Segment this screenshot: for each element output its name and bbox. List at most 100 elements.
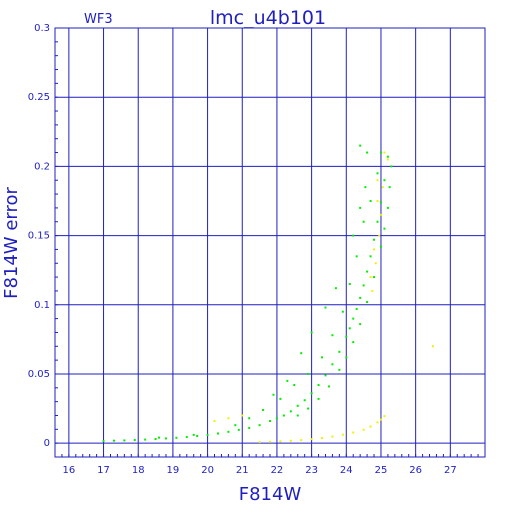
data-point <box>154 438 157 441</box>
data-point <box>331 334 334 337</box>
x-tick-label: 16 <box>63 465 76 476</box>
y-tick-label: 0.05 <box>28 369 50 380</box>
chart-title: lmc_u4b101 <box>210 7 326 29</box>
data-point <box>345 356 348 359</box>
data-point <box>234 424 237 427</box>
data-point <box>248 417 251 420</box>
data-point <box>362 428 365 431</box>
y-axis-label: F814W error <box>1 187 22 299</box>
data-point <box>272 393 275 396</box>
y-tick-label: 0 <box>44 438 50 449</box>
data-point <box>373 248 376 251</box>
data-point <box>352 234 355 237</box>
data-point <box>359 144 362 147</box>
data-point <box>133 438 136 441</box>
data-point <box>348 327 351 330</box>
data-point <box>275 417 278 420</box>
data-point <box>431 345 434 348</box>
x-axis-label: F814W <box>239 484 302 505</box>
x-tick-label: 22 <box>271 465 284 476</box>
data-point <box>213 420 216 423</box>
data-point <box>286 379 289 382</box>
data-point <box>307 407 310 410</box>
data-point <box>338 368 341 371</box>
data-point <box>383 151 386 154</box>
data-point <box>237 428 240 431</box>
data-point <box>310 392 313 395</box>
data-point <box>296 404 299 407</box>
data-point <box>364 186 367 189</box>
data-point <box>227 417 230 420</box>
data-point <box>376 421 379 424</box>
data-point <box>383 179 386 182</box>
data-point <box>303 399 306 402</box>
data-point <box>379 213 382 216</box>
data-point <box>282 414 285 417</box>
data-point <box>352 317 355 320</box>
data-point <box>379 418 382 421</box>
data-point <box>355 307 358 310</box>
data-point <box>293 384 296 387</box>
data-point <box>300 439 303 442</box>
data-point <box>373 276 376 279</box>
grid <box>55 27 486 457</box>
data-point <box>362 284 365 287</box>
data-point <box>366 270 369 273</box>
x-tick-label: 21 <box>236 465 249 476</box>
y-tick-label: 0.25 <box>28 92 50 103</box>
data-point <box>317 384 320 387</box>
data-point <box>331 435 334 438</box>
data-point <box>379 201 382 204</box>
data-point <box>331 363 334 366</box>
data-point <box>376 220 379 223</box>
data-point <box>378 234 381 237</box>
data-point <box>369 199 372 202</box>
data-point <box>334 287 337 290</box>
x-tick-label: 17 <box>97 465 110 476</box>
y-tick-label: 0.2 <box>34 161 50 172</box>
data-point <box>352 431 355 434</box>
x-tick-label: 24 <box>340 465 353 476</box>
data-point <box>310 331 313 334</box>
data-point <box>248 426 251 429</box>
data-point <box>386 155 389 158</box>
x-tick-label: 26 <box>409 465 422 476</box>
data-point <box>227 430 230 433</box>
data-point <box>296 414 299 417</box>
data-point <box>269 420 271 423</box>
data-point <box>341 310 344 313</box>
data-point <box>317 397 320 400</box>
data-point <box>376 172 379 175</box>
data-point <box>321 437 324 440</box>
x-tick-label: 25 <box>375 465 388 476</box>
data-point <box>258 441 261 444</box>
x-tick-label: 20 <box>201 465 214 476</box>
data-point <box>300 352 303 355</box>
x-tick-label: 18 <box>132 465 145 476</box>
data-point <box>355 255 358 258</box>
data-point <box>345 335 348 338</box>
data-point <box>371 289 374 292</box>
data-point <box>359 296 362 299</box>
data-point <box>279 397 282 400</box>
data-point <box>102 440 105 443</box>
data-point <box>206 433 209 436</box>
data-point <box>289 410 292 413</box>
data-point <box>307 372 310 375</box>
data-point <box>376 199 379 202</box>
data-point <box>359 206 362 209</box>
x-tick-labels: 16 17 18 19 20 21 22 23 24 25 26 27 <box>63 465 457 476</box>
data-point <box>366 151 369 154</box>
data-point <box>373 238 376 241</box>
data-point <box>379 151 382 154</box>
data-point <box>144 438 147 441</box>
data-point <box>258 424 261 427</box>
data-point <box>369 425 372 428</box>
data-point <box>359 323 362 326</box>
data-point <box>262 408 265 411</box>
data-point <box>324 306 327 309</box>
y-tick-label: 0.3 <box>34 23 50 34</box>
chart-subtitle: WF3 <box>84 12 113 27</box>
data-point <box>164 437 167 440</box>
data-point <box>379 245 382 248</box>
